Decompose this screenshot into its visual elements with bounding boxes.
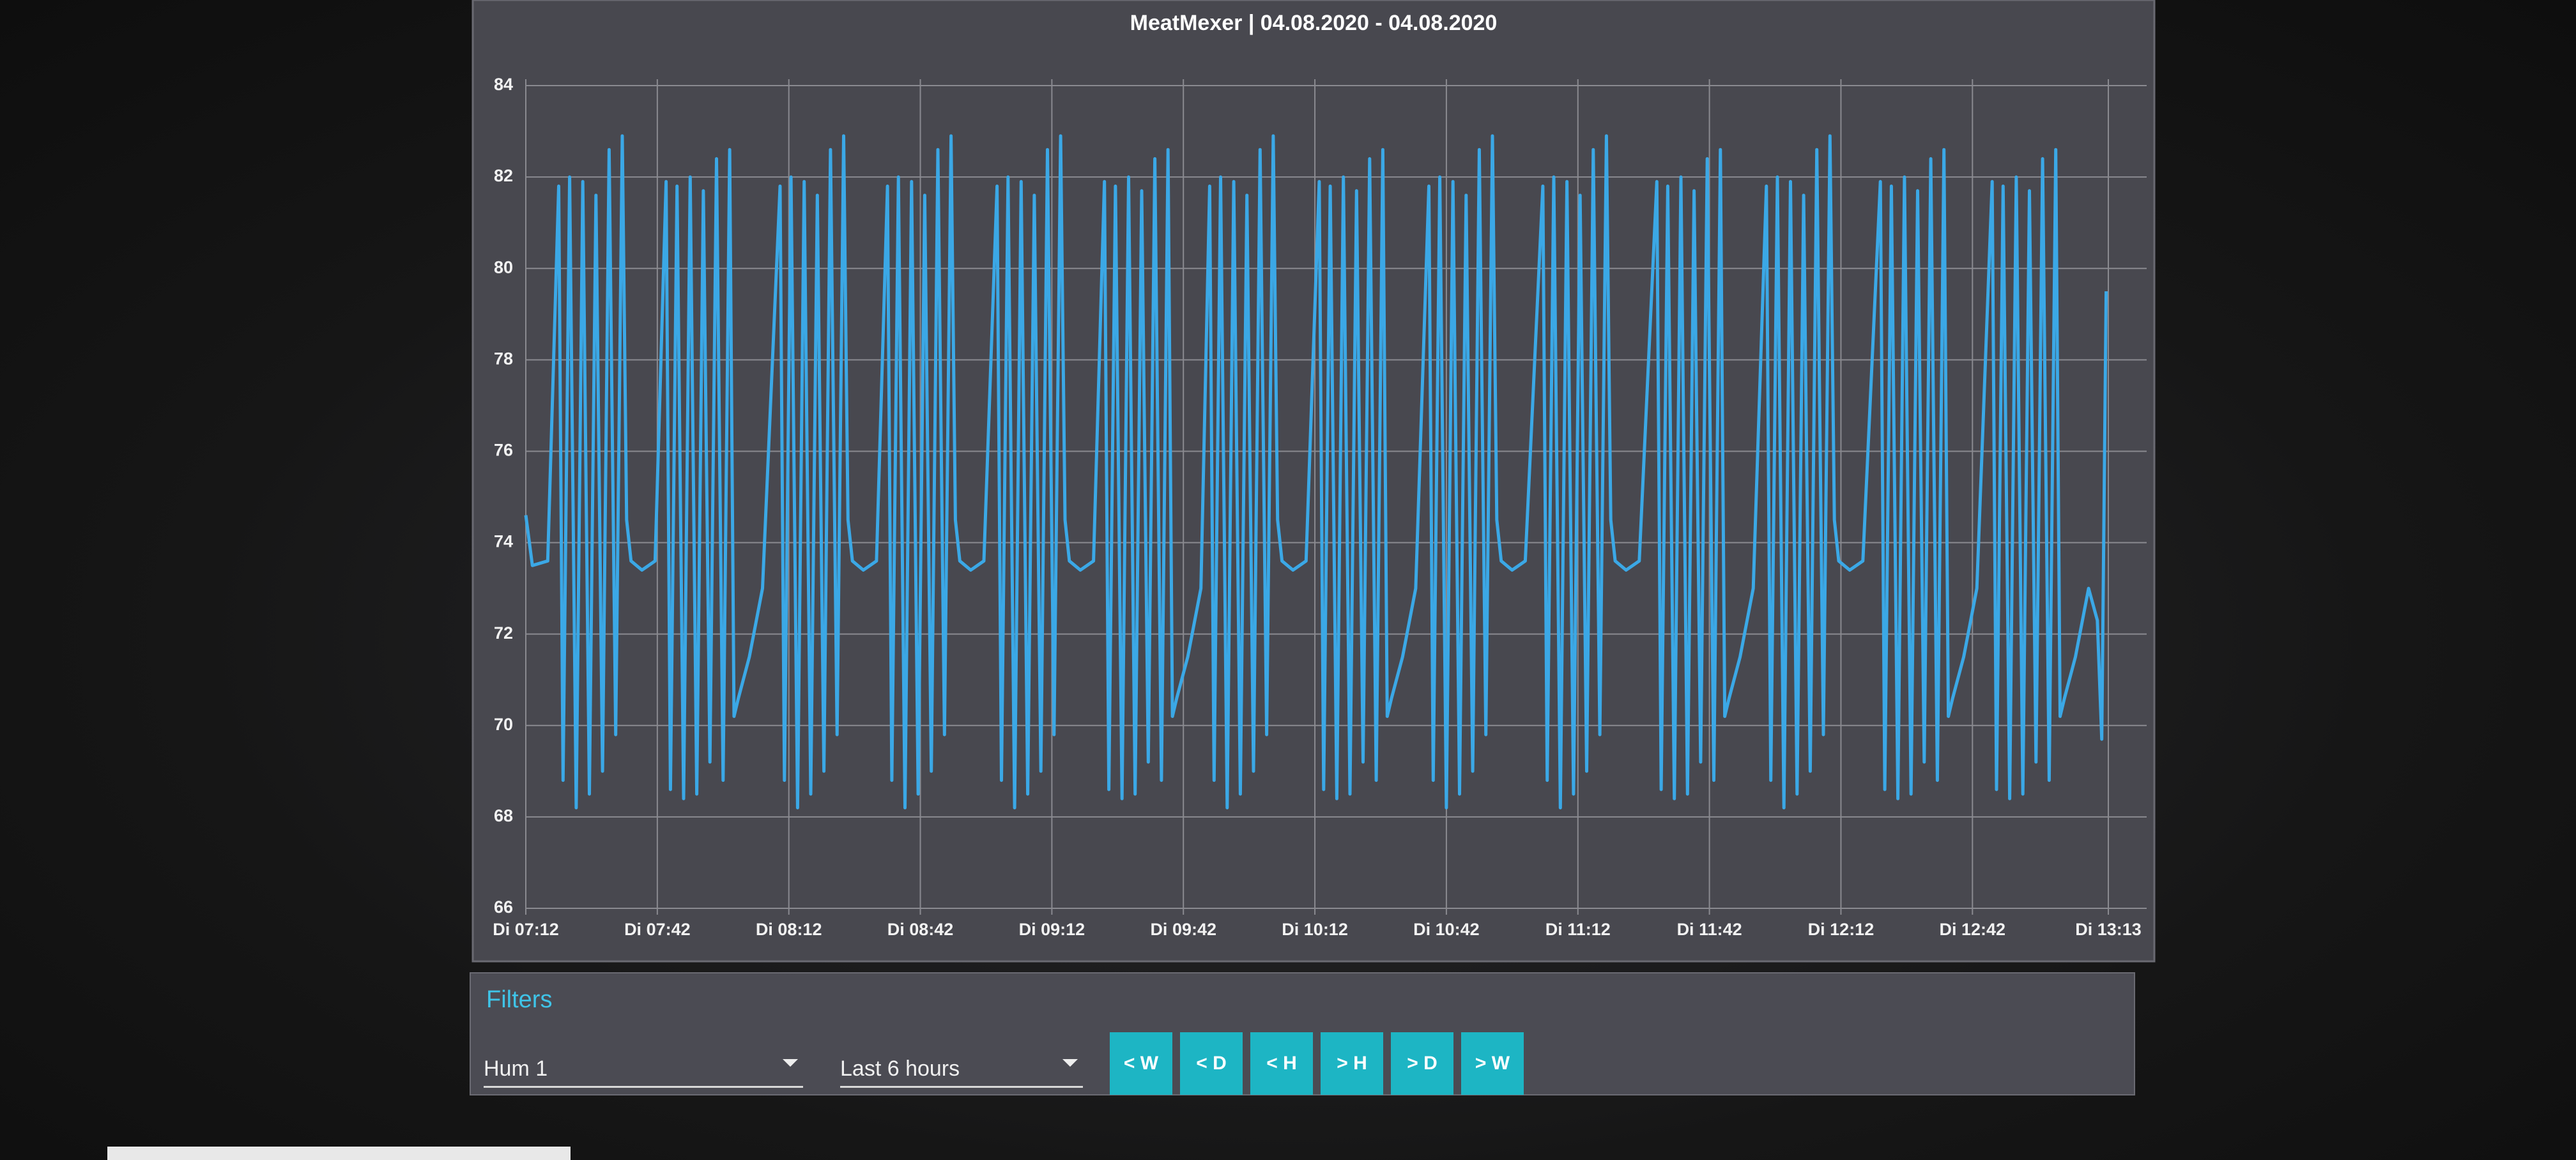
- y-tick-label: 76: [494, 441, 513, 460]
- x-tick-label: Di 11:42: [1677, 920, 1742, 939]
- y-tick-label: 74: [494, 532, 513, 551]
- y-tick-label: 84: [494, 75, 513, 94]
- x-tick-label: Di 08:42: [887, 920, 954, 939]
- y-tick-label: 72: [494, 623, 513, 643]
- x-tick-label: Di 07:12: [493, 920, 559, 939]
- y-tick-label: 68: [494, 806, 513, 825]
- dropdown-arrow: [1062, 1059, 1078, 1067]
- range-select[interactable]: Last 6 hours: [840, 1057, 1083, 1088]
- y-tick-label: 70: [494, 715, 513, 734]
- taskbar: [107, 1147, 571, 1160]
- sensor-select[interactable]: Hum 1: [484, 1057, 803, 1088]
- chart-panel: [471, 0, 2156, 963]
- x-tick-label: Di 11:12: [1545, 920, 1611, 939]
- nav-button[interactable]: < D: [1180, 1032, 1243, 1095]
- chart: MeatMexer | 04.08.2020 - 04.08.2020 66 68…: [471, 0, 2156, 963]
- x-tick-label: Di 12:42: [1940, 920, 2006, 939]
- filters-panel: Filters Hum 1 Last 6 hours < W < D < H > H >…: [470, 972, 2135, 1095]
- x-tick-label: Di 09:12: [1019, 920, 1085, 939]
- nav-buttons: < W < D < H > H > D > W: [1110, 1032, 1524, 1095]
- x-tick-label: Di 07:42: [624, 920, 691, 939]
- sensor-value: Hum 1: [484, 1057, 548, 1081]
- x-tick-label: Di 12:12: [1808, 920, 1874, 939]
- x-tick-label: Di 13:13: [2075, 920, 2142, 939]
- x-tick-label: Di 10:42: [1413, 920, 1480, 939]
- y-tick-label: 80: [494, 257, 513, 277]
- x-tick-label: Di 10:12: [1282, 920, 1348, 939]
- nav-button[interactable]: > W: [1461, 1032, 1524, 1095]
- chart-title: MeatMexer | 04.08.2020 - 04.08.2020: [1130, 11, 1498, 35]
- dropdown-arrow: [783, 1059, 798, 1067]
- y-tick-label: 78: [494, 349, 513, 368]
- y-tick-label: 82: [494, 166, 513, 185]
- nav-button[interactable]: > H: [1321, 1032, 1383, 1095]
- x-tick-label: Di 08:12: [756, 920, 822, 939]
- data-line: [524, 134, 2108, 810]
- range-value: Last 6 hours: [840, 1057, 960, 1081]
- y-tick-label: 66: [494, 897, 513, 917]
- nav-button[interactable]: < W: [1110, 1032, 1172, 1095]
- nav-button[interactable]: > D: [1391, 1032, 1453, 1095]
- x-tick-label: Di 09:42: [1150, 920, 1216, 939]
- filters-title: Filters: [486, 986, 553, 1013]
- nav-button[interactable]: < H: [1250, 1032, 1313, 1095]
